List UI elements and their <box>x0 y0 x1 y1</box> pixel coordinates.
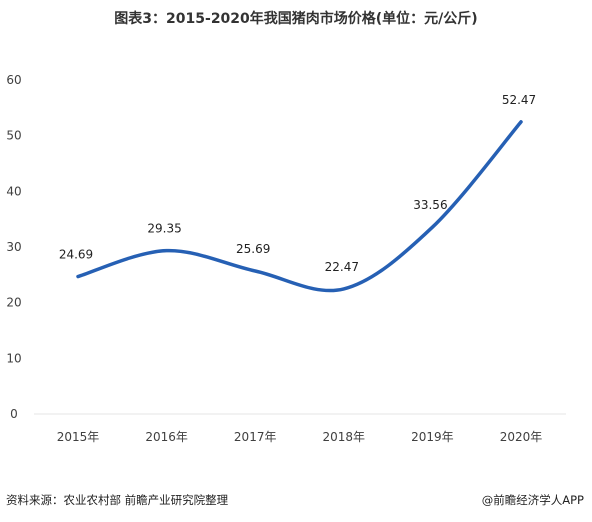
data-label: 29.35 <box>147 222 181 236</box>
y-tick-label: 0 <box>10 407 18 421</box>
x-tick-label: 2016年 <box>145 430 188 444</box>
y-tick-label: 10 <box>6 351 21 365</box>
x-tick-label: 2019年 <box>411 430 454 444</box>
source-note: 资料来源：农业农村部 前瞻产业研究院整理 <box>6 493 229 507</box>
data-label: 33.56 <box>413 198 447 212</box>
series-line <box>76 120 523 293</box>
data-labels: 24.69 29.35 25.69 22.47 33.56 52.47 <box>59 93 536 274</box>
y-axis-ticks: 0 10 20 30 40 50 60 <box>6 73 21 421</box>
chart-title: 图表3：2015-2020年我国猪肉市场价格(单位：元/公斤) <box>114 11 478 27</box>
x-tick-label: 2020年 <box>500 430 543 444</box>
brand-watermark: @前瞻经济学人APP <box>481 493 584 507</box>
x-tick-label: 2017年 <box>234 430 277 444</box>
y-tick-label: 50 <box>6 129 21 143</box>
y-tick-label: 40 <box>6 184 21 198</box>
y-tick-label: 60 <box>6 73 21 87</box>
data-label: 25.69 <box>236 242 270 256</box>
x-tick-label: 2018年 <box>323 430 366 444</box>
x-tick-label: 2015年 <box>57 430 100 444</box>
y-tick-label: 20 <box>6 296 21 310</box>
data-label: 22.47 <box>325 260 359 274</box>
y-tick-label: 30 <box>6 240 21 254</box>
data-label: 24.69 <box>59 248 93 262</box>
x-axis-ticks: 2015年 2016年 2017年 2018年 2019年 2020年 <box>57 430 543 444</box>
data-label: 52.47 <box>502 93 536 107</box>
